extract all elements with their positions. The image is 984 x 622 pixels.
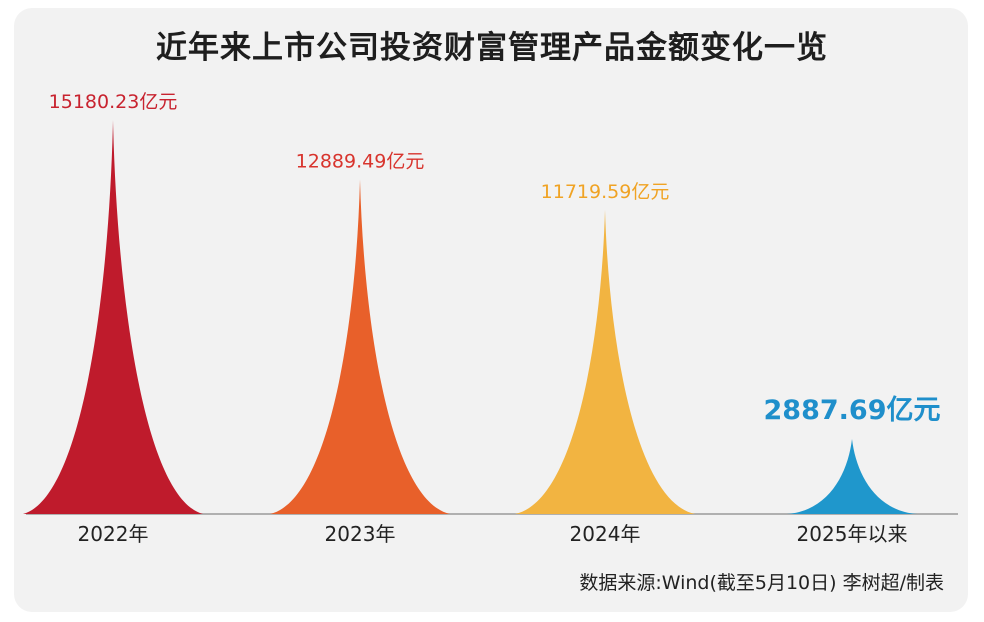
chart-labels: 15180.23亿元 2022年 12889.49亿元 2023年 11719.59亿元… [49,91,941,546]
chart-title: 近年来上市公司投资财富管理产品金额变化一览 [156,30,828,66]
x-tick-label-4: 2025年以来 [797,522,908,546]
data-source-note: 数据来源:Wind(截至5月10日) 李树超/制表 [579,572,944,594]
data-label-4: 2887.69亿元 [764,395,941,426]
data-label-3: 11719.59亿元 [541,181,670,203]
bar-3 [515,209,695,514]
bar-4 [786,439,918,514]
x-tick-label-1: 2022年 [78,522,149,546]
chart-marks [23,120,918,514]
data-label-2: 12889.49亿元 [296,150,425,172]
x-tick-label-2: 2023年 [325,522,396,546]
x-tick-label-3: 2024年 [570,522,641,546]
data-label-1: 15180.23亿元 [49,91,178,113]
bar-1 [23,120,203,514]
bar-2 [270,179,450,514]
